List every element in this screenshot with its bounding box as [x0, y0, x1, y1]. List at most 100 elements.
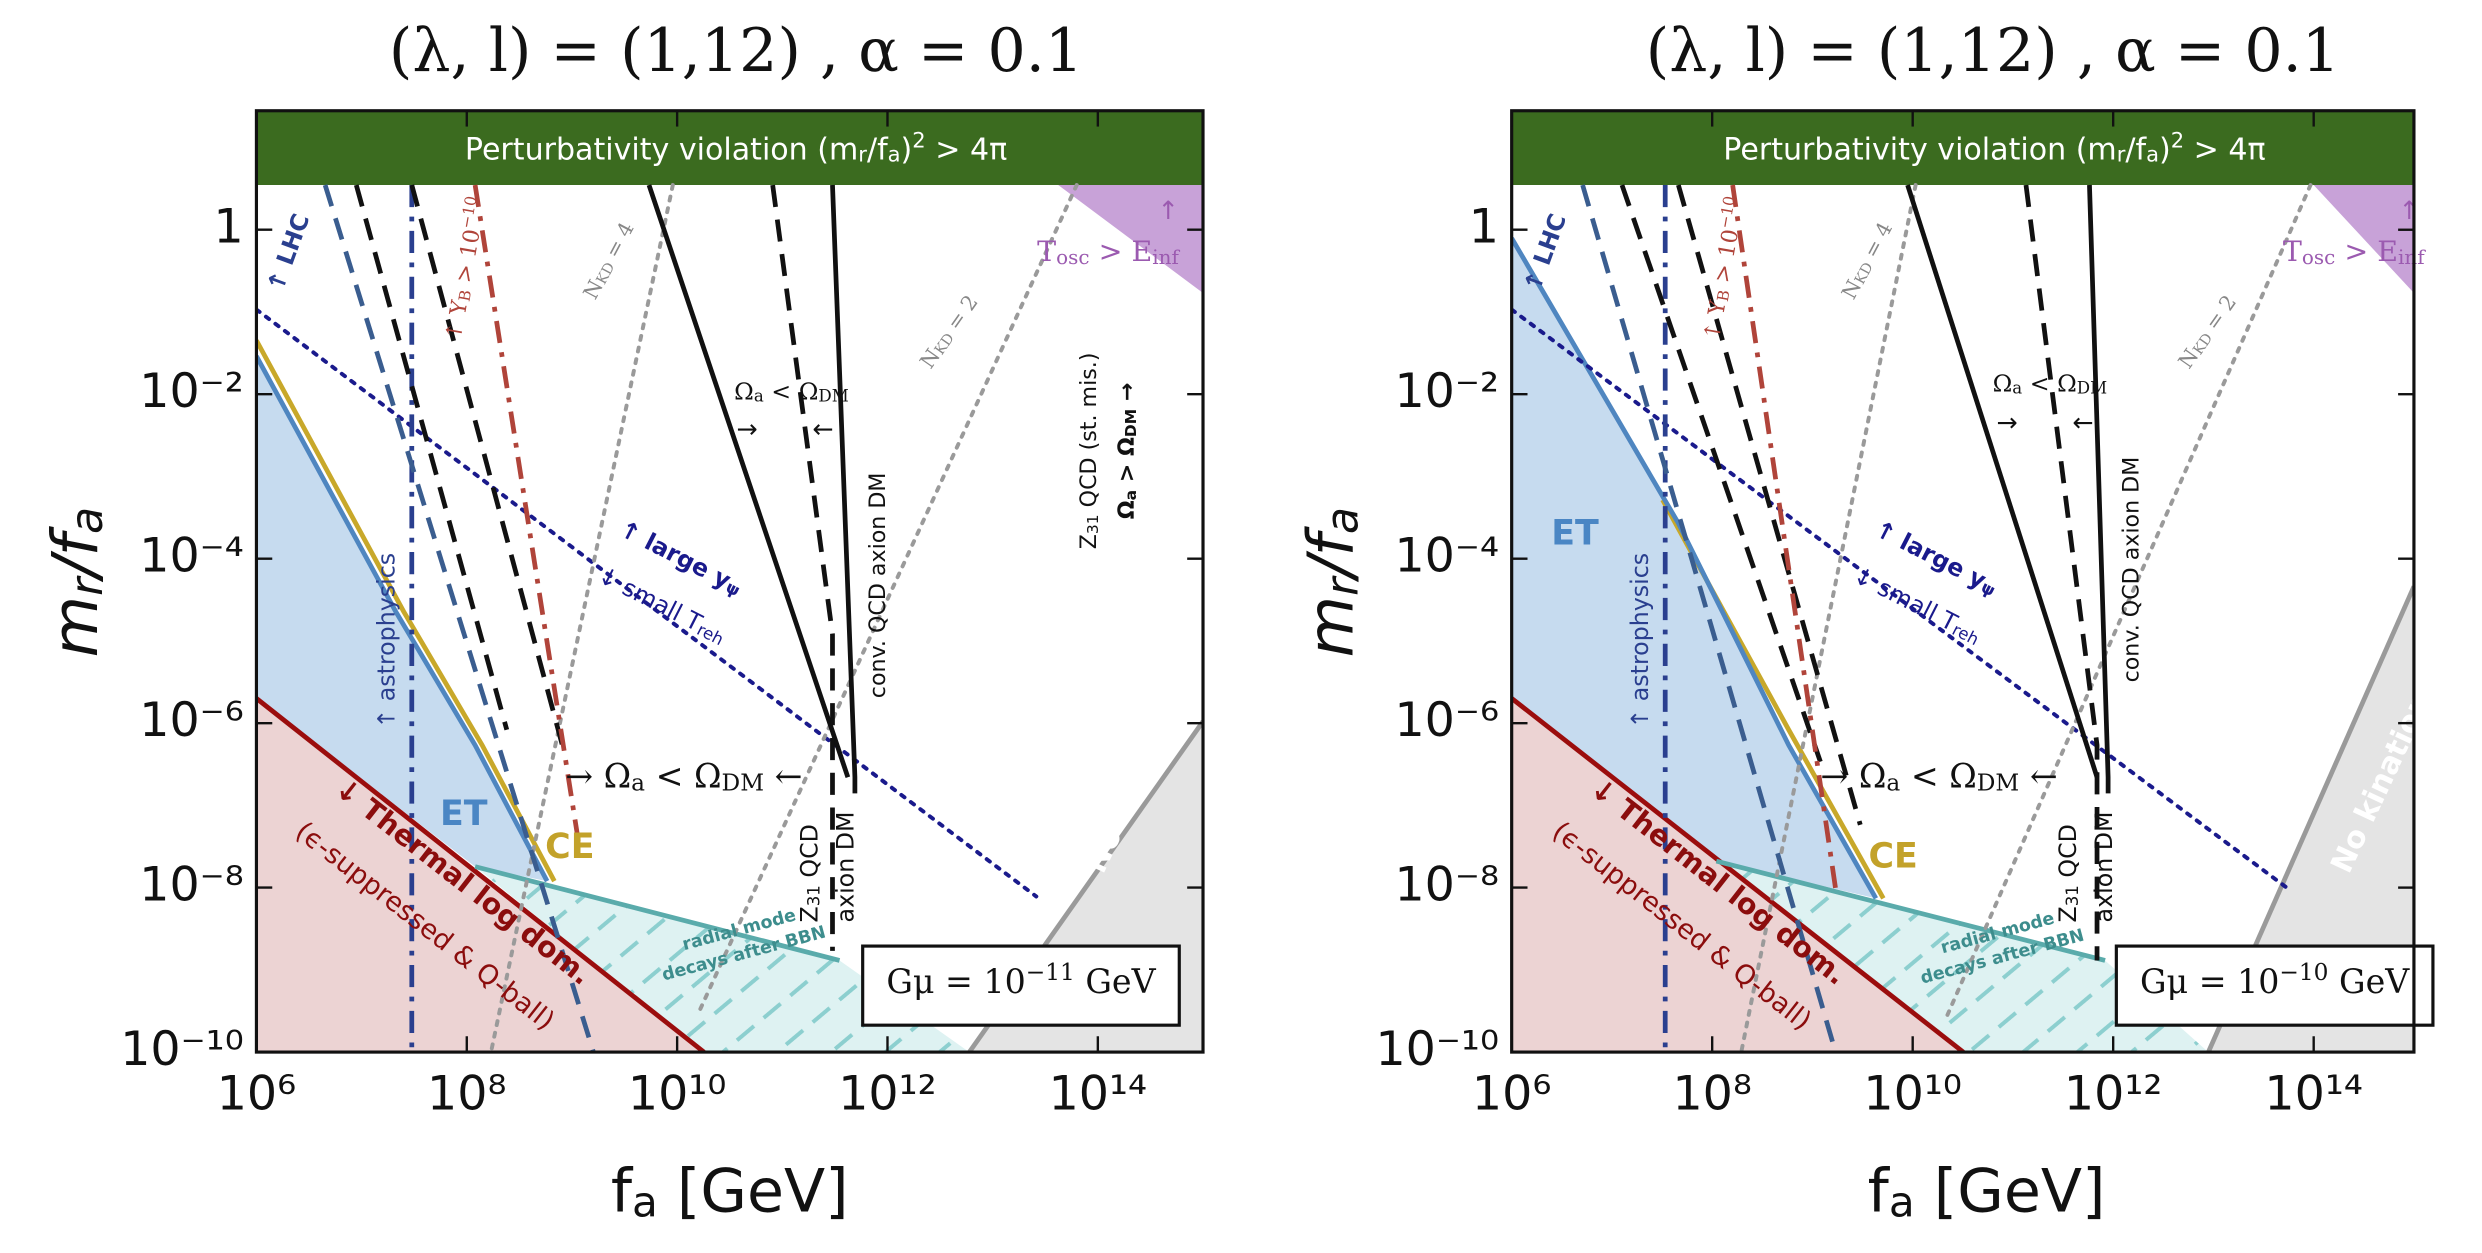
- curve: [256, 339, 557, 883]
- text-part: Gμ = 10: [886, 962, 1025, 1001]
- legend-box: [861, 944, 1181, 1027]
- text-part: 31: [2063, 885, 2082, 906]
- y-axis-label: mr/fa: [1293, 507, 1368, 658]
- annotation: →: [737, 414, 758, 443]
- chart-title: (λ, l) = (1,12) , α = 0.1: [1646, 16, 2340, 86]
- text-part: > E: [2335, 235, 2398, 268]
- text-part: DM: [818, 386, 848, 405]
- text-part: r: [2117, 142, 2126, 167]
- text-part: m: [1293, 596, 1367, 658]
- x-axis-label: fa [GeV]: [1868, 1156, 2106, 1226]
- text-part: /f: [38, 525, 112, 582]
- curve: [646, 184, 851, 778]
- text-part: DM: [1977, 770, 2019, 797]
- text-part: Ω: [1993, 369, 2013, 397]
- plot-area: [1511, 110, 2414, 1053]
- region: [256, 356, 548, 882]
- axes-frame: [254, 109, 1205, 1054]
- text-part: −10: [457, 195, 480, 230]
- curve: [322, 184, 596, 1053]
- annotation: Tosc > Einf: [1037, 235, 1180, 269]
- text-part: Ω: [1114, 500, 1140, 519]
- text-part: a: [632, 1177, 658, 1226]
- y-tick-label: 10⁻⁸: [1394, 858, 1499, 913]
- curve: [1676, 184, 1863, 826]
- x-tick-label: 10¹⁴: [1049, 1066, 1147, 1121]
- text-part: Perturbativity violation (m: [465, 132, 858, 167]
- annotation: axion DM: [831, 811, 859, 922]
- text-part: QCD: [2053, 824, 2081, 885]
- text-part: Gμ = 10: [2140, 962, 2279, 1001]
- x-tick-label: 10⁸: [427, 1066, 506, 1121]
- annotation: Gμ = 10−10 GeV: [2140, 959, 2410, 1001]
- y-tick-label: 10⁻⁶: [139, 693, 244, 748]
- text-part: DM: [2077, 378, 2107, 397]
- text-part: → Ω: [1820, 756, 1886, 795]
- annotation: ↑ YB > 10−10: [437, 195, 491, 343]
- text-part: ←: [2019, 756, 2057, 795]
- text-part: r: [62, 575, 113, 596]
- curve: [1730, 184, 1838, 889]
- text-part: Ω: [734, 377, 754, 405]
- text-part: 2: [2171, 127, 2184, 152]
- annotation: Gμ = 10−11 GeV: [886, 959, 1156, 1001]
- text-part: ): [901, 132, 913, 167]
- y-tick-label: 10⁻⁴: [139, 529, 244, 584]
- text-part: a: [631, 770, 645, 797]
- text-part: QCD (st. mis.): [1076, 353, 1102, 515]
- text-part: a: [2012, 378, 2022, 397]
- curve: [474, 864, 841, 963]
- text-part: 2: [912, 127, 925, 152]
- text-part: −10: [1715, 195, 1738, 230]
- curve: [2023, 184, 2100, 961]
- text-part: ): [2159, 132, 2171, 167]
- annotation: → Ωa < ΩDM ←: [1820, 756, 2057, 796]
- text-part: B: [455, 289, 475, 303]
- curve: [353, 184, 510, 731]
- text-part: inf: [2398, 246, 2426, 269]
- curve: [1511, 696, 1965, 1053]
- y-tick-label: 10⁻⁸: [139, 858, 244, 913]
- text-part: Z: [795, 906, 823, 922]
- annotation: Z31 QCD: [795, 824, 823, 922]
- curve: [409, 184, 565, 746]
- y-tick-label: 1: [214, 200, 244, 255]
- text-part: /f: [1293, 525, 1367, 582]
- annotation: ↑ astrophysics: [372, 553, 400, 729]
- annotation: Ωa < ΩDM: [1993, 369, 2108, 397]
- text-part: DM: [722, 770, 764, 797]
- text-part: 31: [1084, 514, 1102, 534]
- text-part: /f: [867, 132, 889, 167]
- region: [2313, 185, 2414, 294]
- annotation: ↑ astrophysics: [1626, 553, 1654, 729]
- curve: [830, 184, 858, 794]
- curve: [256, 696, 706, 1053]
- text-part: Z: [2053, 906, 2081, 922]
- annotation: ↑: [2399, 196, 2420, 225]
- curve: [1715, 858, 2106, 963]
- annotation: CE: [1868, 836, 1917, 876]
- annotation: CE: [545, 827, 594, 867]
- curve: [489, 183, 675, 1053]
- y-axis-label: mr/fa: [38, 507, 113, 658]
- curve: [770, 184, 835, 951]
- text-part: [GeV]: [658, 1156, 849, 1226]
- axes-frame: [1510, 109, 2416, 1054]
- text-part: B: [1714, 289, 1734, 303]
- annotation: Ωa < ΩDM: [734, 377, 849, 405]
- x-tick-label: 10¹²: [2064, 1066, 2162, 1121]
- annotation: ET: [1551, 514, 1599, 554]
- y-tick-label: 10⁻⁶: [1394, 693, 1499, 748]
- text-part: > 4π: [926, 132, 1008, 167]
- annotation: Ωa > ΩDM →: [1114, 383, 1140, 520]
- text-part: → Ω: [565, 756, 631, 795]
- curve: [256, 355, 550, 883]
- annotation: Perturbativity violation (mr/fa)2 > 4π: [465, 127, 1007, 167]
- curve: [1511, 307, 2290, 891]
- curve: [472, 184, 581, 842]
- annotation: Tosc > Einf: [2283, 235, 2426, 269]
- curve: [695, 183, 1079, 1018]
- annotation: → Ωa < ΩDM ←: [565, 756, 802, 796]
- legend-box: [2114, 944, 2435, 1027]
- text-part: a: [2146, 142, 2159, 167]
